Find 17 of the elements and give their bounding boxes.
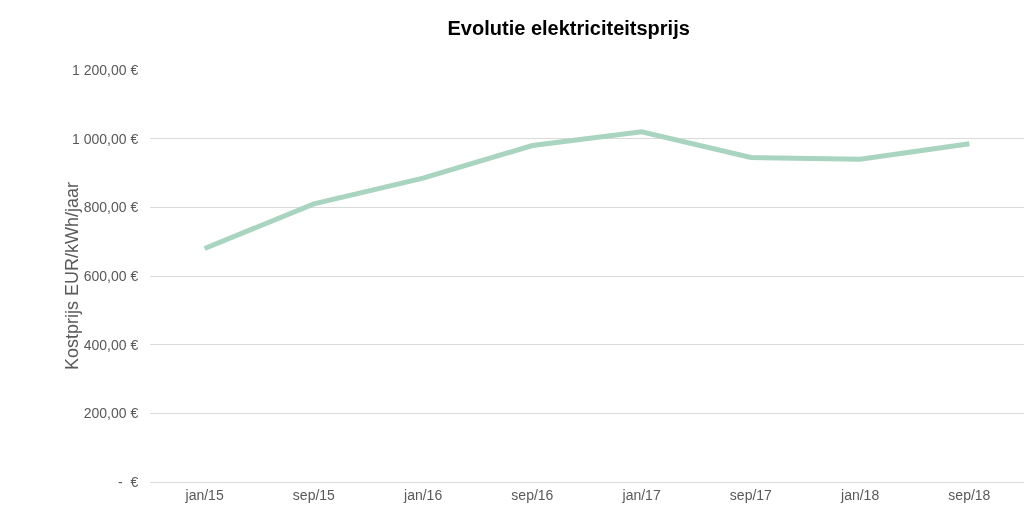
y-tick-label: 600,00 €	[83, 267, 139, 284]
x-tick-label: sep/18	[948, 486, 991, 503]
x-tick-label: sep/15	[292, 486, 336, 503]
x-tick-label: jan/18	[840, 486, 880, 503]
chart-title: Evolutie elektriciteitsprijs	[447, 16, 690, 39]
x-tick-label: jan/15	[184, 486, 224, 503]
y-tick-label: 800,00 €	[83, 199, 139, 216]
y-axis-title: Kostprijs EUR/kWh/jaar	[61, 181, 82, 371]
x-tick-label: jan/17	[621, 486, 661, 503]
y-tick-label: 1 200,00 €	[72, 61, 139, 78]
x-tick-label: sep/16	[511, 486, 554, 503]
y-tick-label: - €	[117, 473, 139, 490]
y-tick-label: 1 000,00 €	[72, 130, 139, 147]
x-tick-label: sep/17	[729, 486, 773, 503]
y-tick-label: 400,00 €	[83, 336, 139, 353]
x-tick-label: jan/16	[403, 486, 443, 503]
y-tick-label: 200,00 €	[83, 405, 139, 422]
